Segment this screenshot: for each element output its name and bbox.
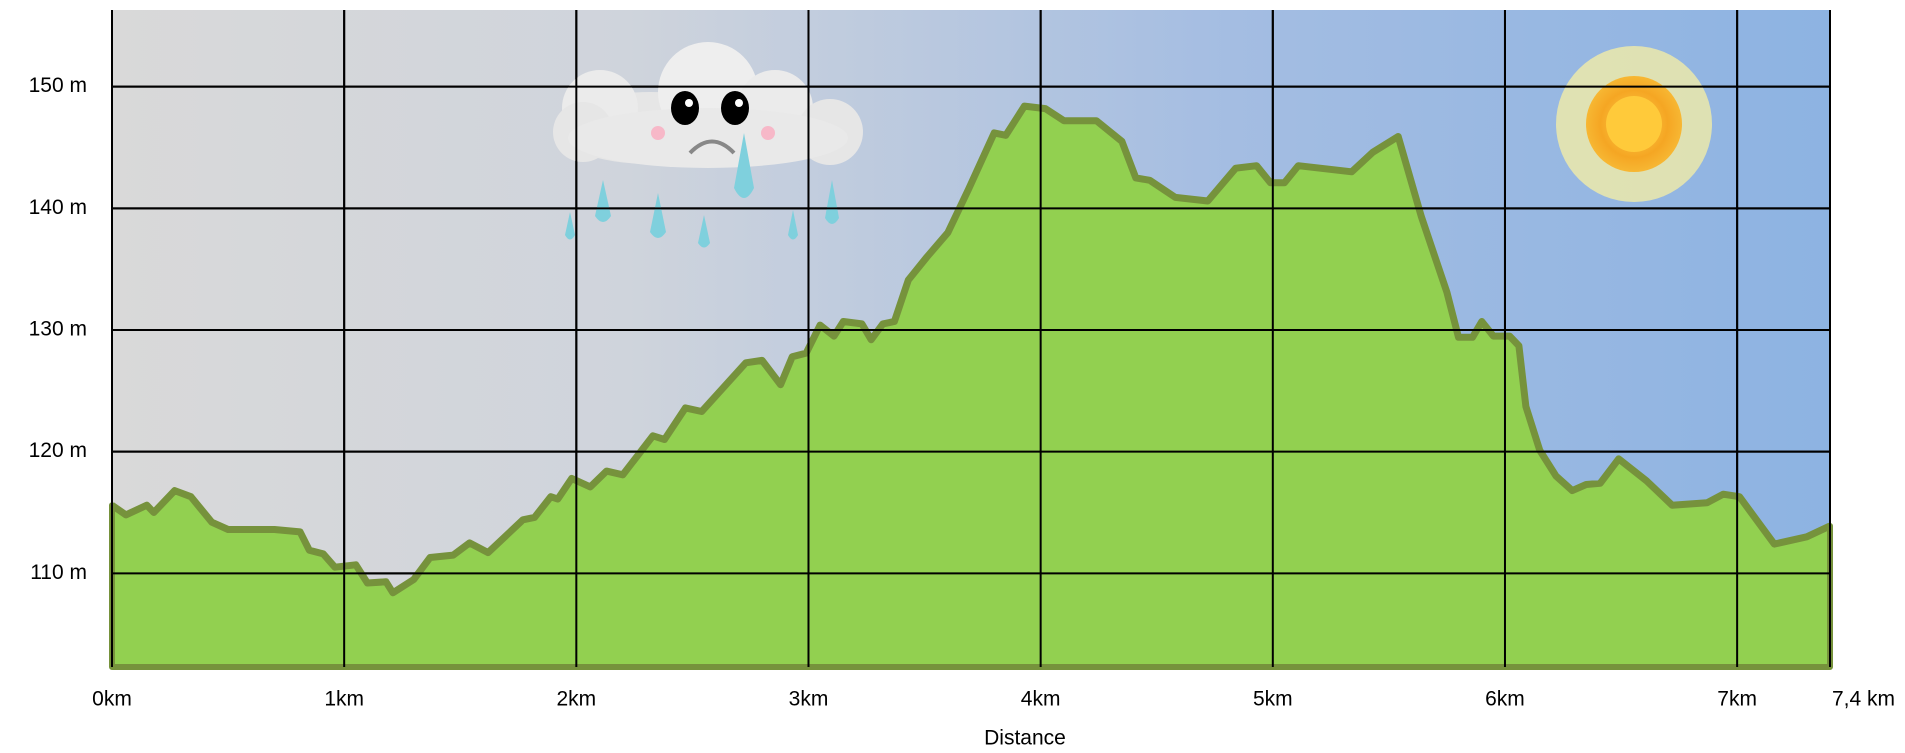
- x-tick-label: 3km: [789, 688, 829, 711]
- x-tick-label: 6km: [1485, 688, 1525, 711]
- y-tick-label: 140 m: [29, 196, 87, 219]
- x-tick-label: 7,4 km: [1832, 688, 1895, 711]
- x-tick-label: 4km: [1021, 688, 1061, 711]
- x-tick-label: 7km: [1717, 688, 1757, 711]
- y-tick-label: 110 m: [30, 561, 87, 584]
- sun: [1556, 46, 1712, 202]
- y-tick-label: 150 m: [29, 74, 87, 97]
- x-tick-label: 5km: [1253, 688, 1293, 711]
- chart: 110 m 120 m 130 m 140 m 150 m 0km 1km 2km 3km 4km…: [0, 0, 1905, 753]
- x-tick-label: 1km: [324, 688, 364, 711]
- x-tick-label: 2km: [556, 688, 596, 711]
- y-tick-label: 130 m: [29, 318, 87, 341]
- y-tick-label: 120 m: [29, 439, 87, 462]
- x-tick-label: 0km: [92, 688, 132, 711]
- x-axis-label: Distance: [984, 727, 1066, 750]
